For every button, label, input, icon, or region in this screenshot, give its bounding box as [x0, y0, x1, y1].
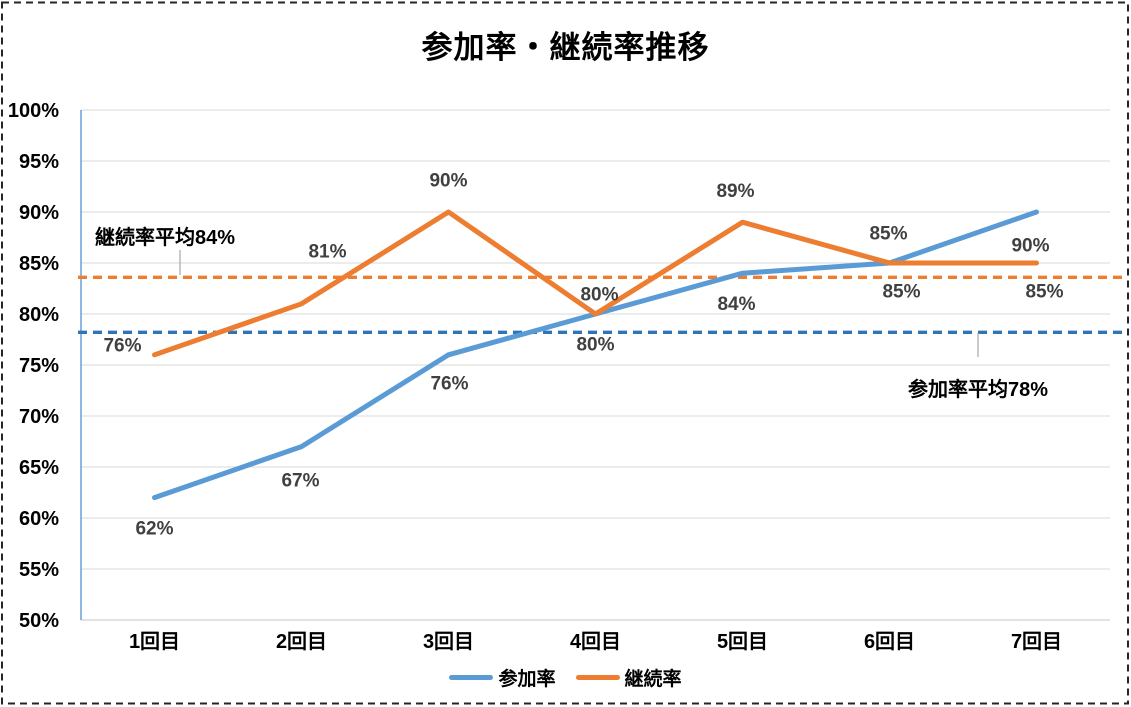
annotation-continuation-average: 継続率平均84%	[95, 227, 236, 249]
annotation-participation-average: 参加率平均78%	[908, 379, 1049, 401]
legend-label-participation-rate: 参加率	[498, 669, 556, 690]
y-tick-label: 85%	[19, 253, 59, 275]
legend-label-continuation-rate: 継続率	[624, 669, 682, 690]
data-label-continuation-rate: 85%	[869, 224, 907, 245]
y-tick-label: 80%	[19, 304, 59, 326]
chart-title: 参加率・継続率推移	[421, 30, 710, 65]
y-tick-label: 65%	[19, 457, 59, 479]
x-category-label: 4回目	[570, 630, 621, 653]
data-label-continuation-rate: 85%	[1025, 282, 1063, 303]
legend: 参加率 継続率	[0, 664, 1131, 691]
legend-swatch-continuation-rate	[575, 675, 620, 680]
legend-item-participation-rate: 参加率	[449, 664, 556, 691]
x-category-label: 5回目	[717, 630, 768, 653]
legend-swatch-participation-rate	[449, 675, 494, 680]
x-category-label: 3回目	[423, 630, 474, 653]
data-label-participation-rate: 90%	[1011, 236, 1049, 257]
data-label-participation-rate: 80%	[576, 335, 614, 356]
x-category-label: 1回目	[129, 630, 180, 653]
y-tick-label: 75%	[19, 355, 59, 377]
data-label-continuation-rate: 81%	[308, 241, 346, 262]
x-category-label: 7回目	[1011, 630, 1062, 653]
data-label-participation-rate: 85%	[882, 282, 920, 303]
y-tick-label: 90%	[19, 202, 59, 224]
legend-item-continuation-rate: 継続率	[575, 664, 682, 691]
y-tick-label: 50%	[19, 610, 59, 632]
y-tick-label: 95%	[19, 151, 59, 173]
data-label-participation-rate: 62%	[135, 518, 173, 539]
y-tick-label: 70%	[19, 406, 59, 428]
y-tick-label: 100%	[8, 100, 59, 122]
data-label-participation-rate: 67%	[281, 470, 319, 491]
data-label-participation-rate: 76%	[430, 373, 468, 394]
y-tick-label: 55%	[19, 559, 59, 581]
data-label-participation-rate: 84%	[717, 294, 755, 315]
data-label-continuation-rate: 80%	[580, 285, 618, 306]
x-category-label: 6回目	[864, 630, 915, 653]
data-label-continuation-rate: 76%	[103, 335, 141, 356]
x-category-label: 2回目	[276, 630, 327, 653]
series-line-continuation-rate	[152, 209, 1039, 358]
y-tick-label: 60%	[19, 508, 59, 530]
data-label-continuation-rate: 89%	[716, 181, 754, 202]
data-label-continuation-rate: 90%	[429, 171, 467, 192]
